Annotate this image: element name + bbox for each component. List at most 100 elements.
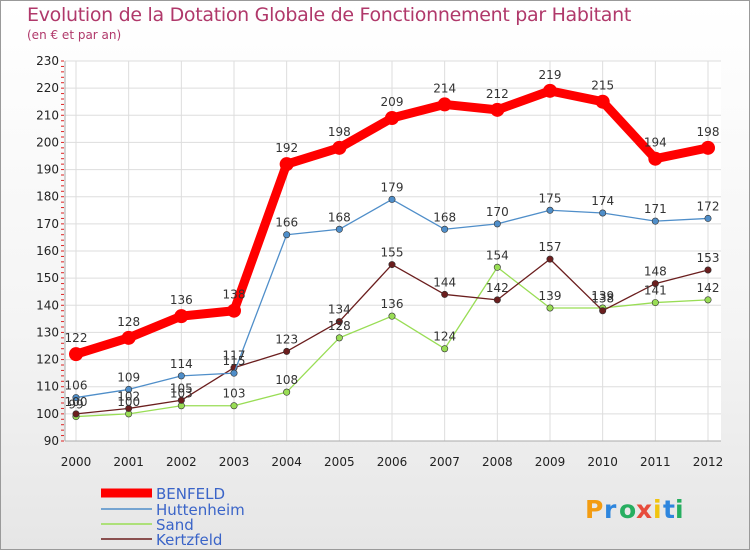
data-point-kertzfeld (335, 318, 343, 326)
data-label-sand: 136 (381, 297, 404, 311)
data-point-sand (546, 304, 554, 312)
data-point-benfeld (543, 83, 557, 98)
data-label-benfeld: 219 (539, 68, 562, 82)
data-point-huttenheim (230, 369, 238, 377)
data-label-sand: 103 (170, 387, 193, 401)
data-point-benfeld (490, 102, 505, 117)
data-label-benfeld: 128 (117, 315, 140, 329)
legend-label-benfeld: BENFELD (156, 485, 225, 503)
data-point-benfeld (121, 330, 136, 345)
data-point-benfeld (69, 347, 83, 362)
data-label-benfeld: 192 (275, 141, 298, 155)
y-tick-label: 180 (36, 190, 59, 204)
data-point-huttenheim (441, 225, 449, 233)
data-label-kertzfeld: 138 (591, 292, 614, 306)
data-label-sand: 100 (117, 395, 140, 409)
x-tick-label: 2012 (693, 455, 724, 469)
data-point-huttenheim (335, 225, 343, 233)
data-point-kertzfeld (546, 255, 554, 263)
data-label-huttenheim: 175 (539, 191, 562, 205)
data-label-benfeld: 194 (644, 136, 667, 150)
data-point-kertzfeld (599, 307, 607, 315)
logo-letter: i (653, 495, 662, 524)
data-point-benfeld (332, 140, 347, 155)
y-tick-label: 170 (36, 217, 59, 231)
data-label-benfeld: 198 (328, 125, 351, 139)
x-tick-label: 2001 (113, 455, 144, 469)
data-label-benfeld: 122 (65, 331, 88, 345)
logo-letter: P (585, 495, 603, 524)
x-tick-label: 2005 (324, 455, 355, 469)
data-point-huttenheim (704, 214, 712, 222)
y-tick-label: 130 (36, 325, 59, 339)
data-point-benfeld (385, 111, 399, 125)
data-label-huttenheim: 170 (486, 205, 509, 219)
logo-letter: t (663, 495, 675, 524)
y-tick-label: 220 (36, 81, 59, 95)
data-label-kertzfeld: 144 (433, 275, 456, 289)
data-label-huttenheim: 168 (433, 210, 456, 224)
data-point-huttenheim (651, 217, 659, 225)
data-label-kertzfeld: 142 (486, 281, 509, 295)
data-label-sand: 142 (697, 281, 720, 295)
data-label-kertzfeld: 102 (117, 389, 140, 403)
legend-label-kertzfeld: Kertzfeld (156, 531, 222, 549)
data-label-kertzfeld: 117 (223, 349, 246, 363)
data-point-kertzfeld (72, 410, 80, 418)
data-label-benfeld: 136 (170, 293, 193, 307)
data-point-huttenheim (546, 206, 554, 214)
data-label-benfeld: 138 (223, 288, 246, 302)
x-tick-label: 2003 (219, 455, 250, 469)
y-tick-label: 90 (44, 434, 59, 448)
y-tick-label: 210 (36, 108, 59, 122)
data-label-sand: 154 (486, 248, 509, 262)
data-label-huttenheim: 174 (591, 194, 614, 208)
data-label-kertzfeld: 123 (275, 332, 298, 346)
data-point-sand (335, 334, 343, 342)
data-point-huttenheim (283, 231, 291, 239)
data-point-kertzfeld (493, 296, 501, 304)
data-label-huttenheim: 166 (275, 216, 298, 230)
data-label-kertzfeld: 105 (170, 381, 193, 395)
data-point-benfeld (437, 97, 452, 112)
data-point-huttenheim (493, 220, 501, 228)
logo-letter: i (675, 495, 684, 524)
data-label-huttenheim: 115 (223, 354, 246, 368)
x-tick-label: 2009 (535, 455, 566, 469)
y-tick-label: 140 (36, 298, 59, 312)
data-point-sand (230, 402, 238, 410)
chart-title: Evolution de la Dotation Globale de Fonc… (27, 4, 632, 26)
logo-letter: x (636, 495, 652, 524)
y-tick-label: 110 (36, 380, 59, 394)
data-point-benfeld (648, 151, 663, 166)
data-label-sand: 141 (644, 284, 667, 298)
data-label-huttenheim: 179 (381, 180, 404, 194)
data-label-kertzfeld: 153 (697, 251, 720, 265)
x-tick-label: 2007 (429, 455, 460, 469)
data-label-sand: 99 (68, 398, 83, 412)
legend-label-sand: Sand (156, 516, 194, 534)
data-label-sand: 103 (223, 387, 246, 401)
y-tick-label: 120 (36, 353, 59, 367)
data-label-sand: 139 (539, 289, 562, 303)
data-point-kertzfeld (441, 290, 449, 298)
data-point-kertzfeld (283, 347, 291, 355)
data-point-kertzfeld (704, 266, 712, 274)
data-point-huttenheim (72, 394, 80, 402)
data-point-kertzfeld (651, 280, 659, 288)
x-tick-label: 2006 (377, 455, 408, 469)
data-label-kertzfeld: 157 (539, 240, 562, 254)
chart-subtitle: (en € et par an) (27, 28, 122, 42)
data-label-huttenheim: 171 (644, 202, 667, 216)
data-label-huttenheim: 106 (65, 379, 88, 393)
data-point-sand (493, 263, 501, 271)
data-point-huttenheim (125, 385, 133, 393)
data-point-sand (283, 388, 291, 396)
data-point-sand (704, 296, 712, 304)
data-point-kertzfeld (125, 404, 133, 412)
x-tick-label: 2000 (61, 455, 92, 469)
data-point-benfeld (279, 157, 294, 172)
data-point-sand (651, 299, 659, 307)
